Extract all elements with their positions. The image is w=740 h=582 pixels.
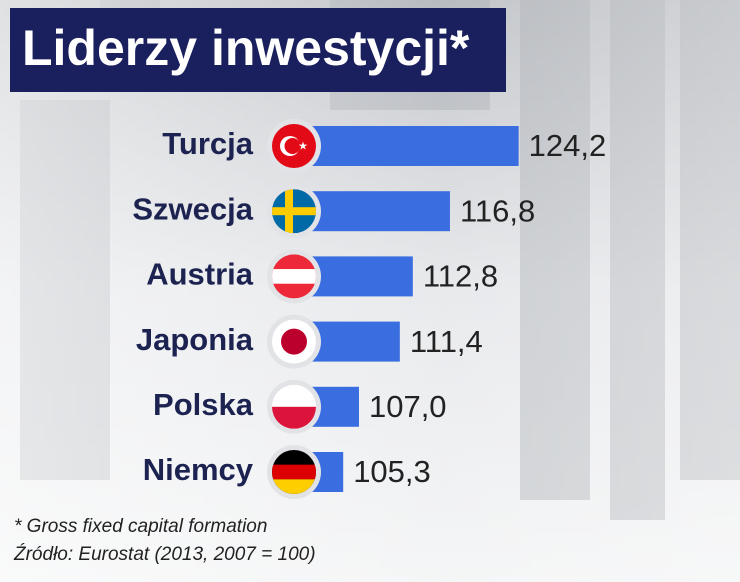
flag (272, 124, 316, 168)
flag-cross-h (272, 207, 316, 216)
flag-stripe (272, 269, 316, 284)
bar (294, 126, 519, 166)
category-label: Austria (146, 257, 254, 292)
flag-stripe (272, 479, 316, 494)
category-label: Polska (153, 387, 254, 422)
value-label: 107,0 (369, 389, 447, 424)
category-label: Turcja (162, 126, 253, 161)
footnote: * Gross fixed capital formation (14, 516, 267, 537)
value-label: 116,8 (460, 193, 535, 228)
flag (272, 384, 316, 429)
flag-stripe (272, 464, 316, 480)
flag (272, 189, 316, 234)
flag-star (298, 141, 308, 150)
chart-title: Liderzy inwestycji* (22, 20, 470, 76)
flag-sun (281, 328, 307, 355)
flag-stripe (272, 406, 316, 429)
value-label: 124,2 (529, 128, 607, 163)
value-label: 112,8 (423, 259, 498, 294)
value-label: 111,4 (410, 324, 483, 359)
category-label: Japonia (136, 322, 254, 357)
source: Źródło: Eurostat (2013, 2007 = 100) (13, 544, 316, 565)
flag (272, 319, 316, 364)
title-box (10, 8, 506, 92)
category-label: Niemcy (143, 452, 254, 487)
flag (272, 450, 316, 494)
value-label: 105,3 (353, 454, 431, 489)
category-label: Szwecja (132, 191, 253, 226)
flag-crescent-cut (284, 138, 301, 154)
flag (272, 254, 316, 299)
